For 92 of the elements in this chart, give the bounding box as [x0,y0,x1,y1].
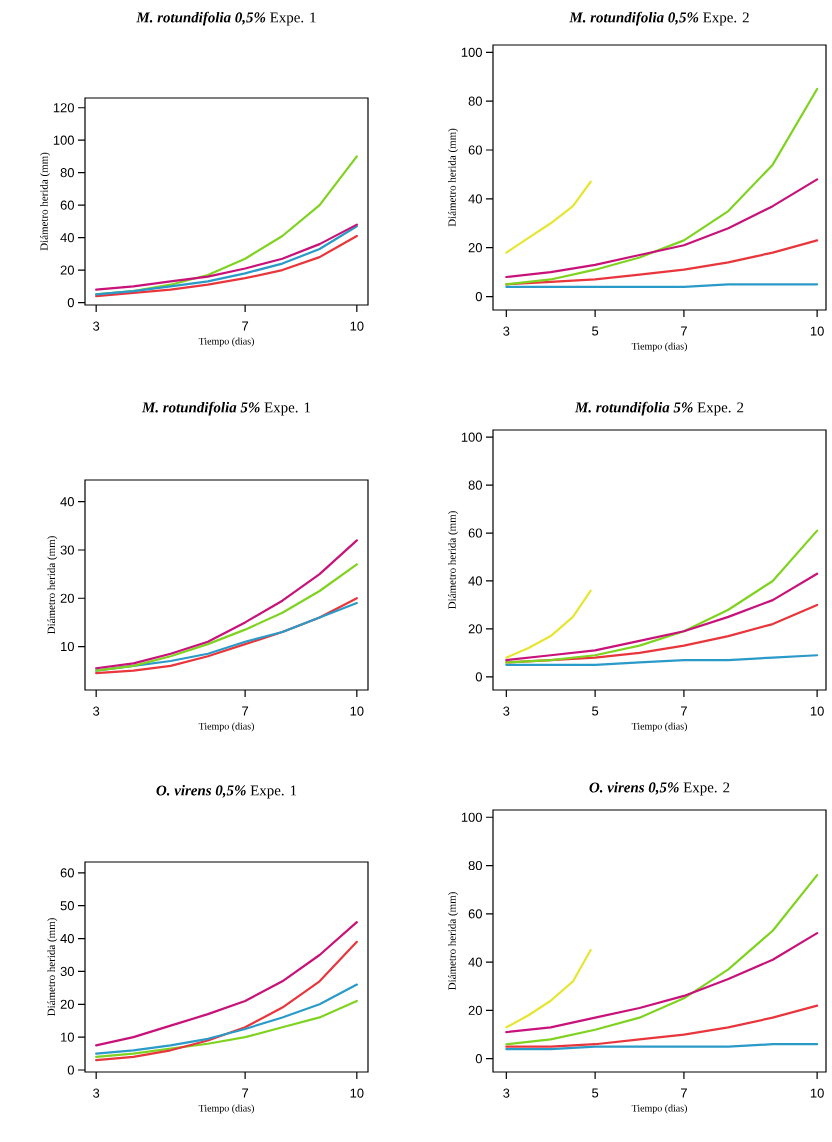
y-tick-label: 20 [468,1005,482,1015]
chart-title: M. rotundifolia 5% Expe. 2 [574,401,744,416]
x-tick-label: 10 [810,326,824,336]
line-series [505,180,592,254]
y-tick-label: 80 [468,480,482,490]
line-series [505,1004,819,1048]
line-series [95,563,358,672]
y-tick-label: 20 [60,593,74,603]
y-tick-label: 40 [468,576,482,586]
y-tick-label: 80 [60,168,74,178]
y-axis-title: Diámetro herida (mm) [448,892,459,990]
y-tick-label: 30 [60,545,74,555]
line-series [505,87,819,286]
y-tick-label: 20 [60,999,74,1009]
y-tick-label: 30 [60,966,74,977]
y-tick-label: 120 [53,103,74,113]
x-tick-label: 7 [680,326,687,336]
y-tick-label: 20 [468,624,482,634]
chart-title: M. rotundifolia 5% Expe. 1 [141,401,311,416]
line-series [505,932,819,1034]
x-tick-label: 10 [810,1088,824,1098]
y-tick-label: 100 [461,47,482,57]
chart-title: M. rotundifolia 0,5% Expe. 1 [136,11,316,26]
x-tick-label: 10 [810,706,824,716]
y-tick-label: 0 [475,672,482,682]
line-series [505,948,592,1029]
line-series [505,874,819,1046]
line-series [95,940,358,1062]
y-tick-label: 10 [61,1032,74,1042]
x-tick-label: 10 [350,321,364,331]
y-tick-label: 60 [468,145,482,155]
x-axis-title: Tiempo (dias) [198,722,254,732]
x-axis-title: Tiempo (dias) [198,1104,254,1114]
x-tick-label: 5 [592,326,599,336]
y-tick-label: 0 [67,1065,74,1075]
x-axis-title: Tiempo (dias) [631,722,687,732]
y-tick-label: 100 [461,812,482,822]
x-tick-label: 7 [680,1088,687,1098]
x-tick-label: 3 [503,1088,510,1098]
line-series [95,999,358,1058]
y-tick-label: 60 [60,200,74,210]
x-tick-label: 3 [503,706,510,716]
chart-title: O. virens 0,5% Expe. 1 [156,784,297,799]
y-axis-title: Diámetro herida (mm) [448,128,459,227]
y-tick-label: 40 [468,194,482,204]
x-axis-title: Tiempo (dias) [198,337,254,347]
y-axis-title: Diámetro herida (mm) [448,511,459,609]
line-series [95,234,358,298]
y-axis-title: Diámetro herida (mm) [47,918,58,1016]
y-tick-label: 0 [67,297,74,308]
x-tick-label: 5 [592,706,599,716]
x-axis-title: Tiempo (dias) [631,342,687,352]
x-tick-label: 10 [350,706,364,716]
y-tick-label: 40 [468,957,482,967]
x-tick-label: 10 [350,1088,364,1098]
y-tick-label: 80 [468,860,482,871]
y-tick-label: 60 [468,528,482,538]
x-axis-title: Tiempo (dias) [631,1104,687,1114]
chart-title: M. rotundifolia 0,5% Expe. 2 [569,11,749,26]
x-tick-label: 3 [93,706,100,716]
y-tick-label: 40 [60,233,74,243]
x-tick-label: 7 [680,706,687,716]
x-tick-label: 7 [242,706,249,716]
line-series [95,921,358,1047]
y-axis-title: Diámetro herida (mm) [47,536,58,634]
chart-title: O. virens 0,5% Expe. 2 [589,781,730,796]
y-tick-label: 10 [61,641,74,652]
y-tick-label: 20 [60,265,74,275]
y-tick-label: 100 [53,135,74,145]
line-series [505,572,819,662]
y-tick-label: 50 [60,901,74,911]
y-tick-label: 0 [475,291,482,302]
x-tick-label: 3 [503,326,510,336]
x-tick-label: 5 [592,1088,599,1098]
y-tick-label: 100 [461,432,482,442]
y-tick-label: 0 [475,1054,482,1064]
line-series [505,529,819,664]
y-tick-label: 40 [60,933,74,944]
line-series [95,539,358,670]
x-tick-label: 3 [93,1088,100,1098]
x-tick-label: 7 [242,321,249,331]
x-tick-label: 7 [242,1088,249,1098]
y-tick-label: 80 [468,96,482,106]
line-series [95,983,358,1055]
y-tick-label: 20 [468,243,482,253]
x-tick-label: 3 [93,321,100,331]
line-series [505,589,592,659]
line-series [505,178,819,279]
y-axis-title: Diámetro herida (mm) [40,152,51,251]
y-tick-label: 40 [60,497,74,507]
y-tick-label: 60 [60,868,74,878]
y-tick-label: 60 [468,909,482,919]
